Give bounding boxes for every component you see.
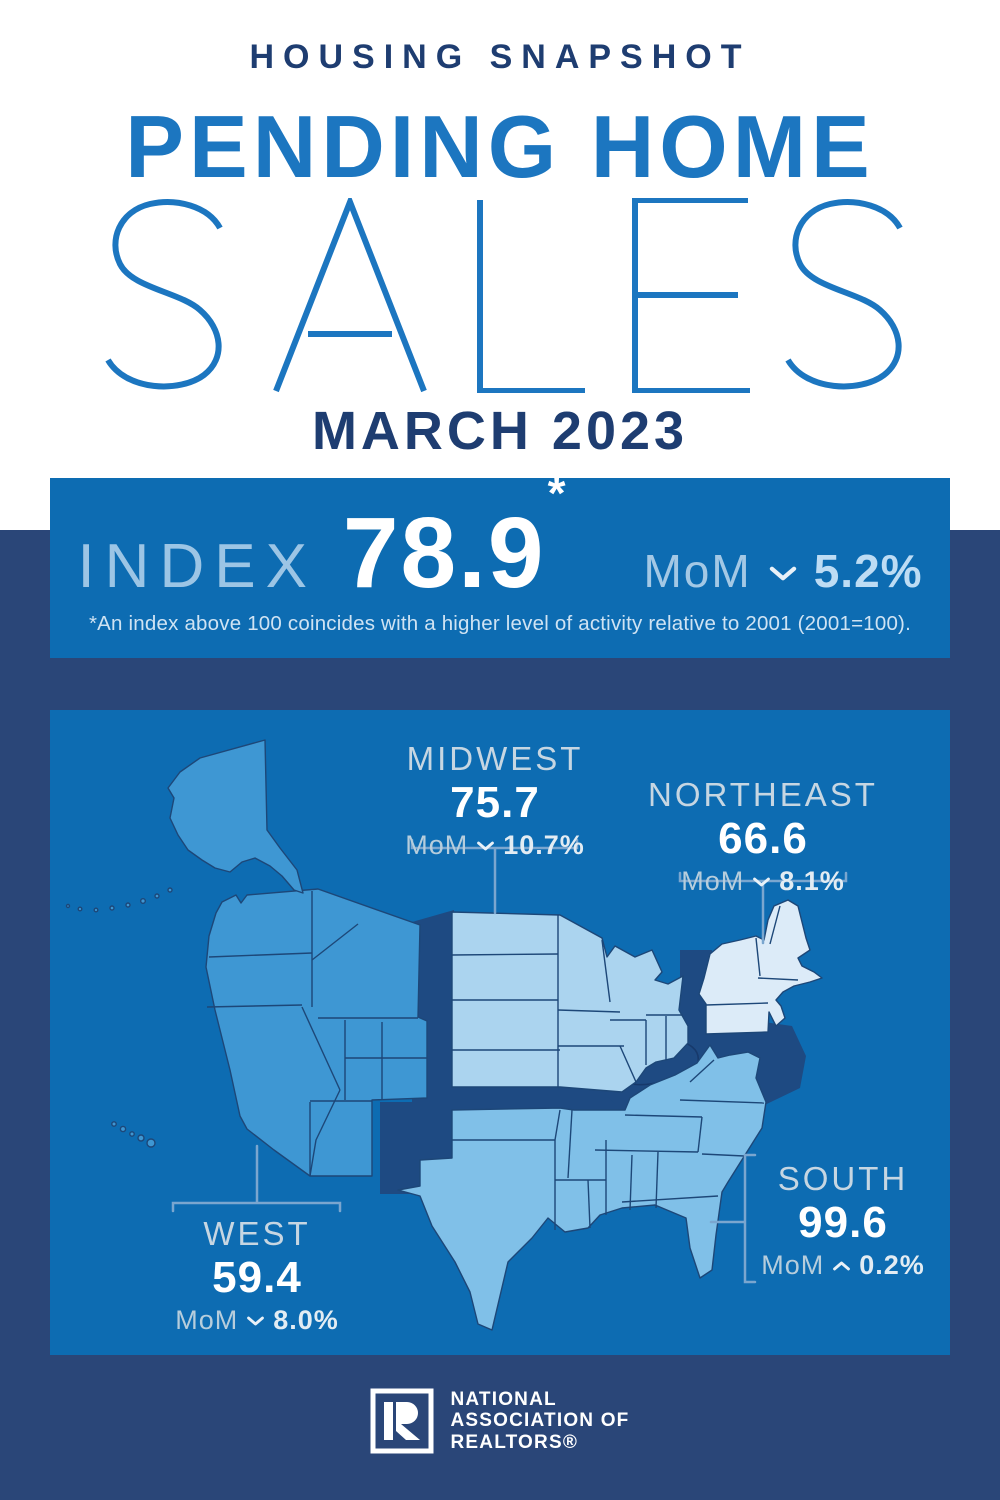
south-state-borders	[452, 1059, 765, 1230]
midwest-state-borders	[451, 915, 683, 1087]
nar-line1: NATIONAL	[450, 1388, 557, 1410]
aleutian-islands	[65, 887, 173, 913]
index-mom-value: 5.2%	[813, 545, 923, 597]
mom-direction-chevron-icon	[769, 566, 796, 581]
nar-line3: REALTORS®	[450, 1431, 579, 1453]
mom-label: MoM	[405, 830, 469, 860]
region-name: MIDWEST	[406, 740, 584, 777]
label-connectors	[171, 838, 848, 1284]
region-mom-row: MoM 8.0%	[107, 1305, 407, 1335]
northeast-state-borders	[705, 905, 799, 1006]
mom-direction-chevron-icon	[753, 877, 771, 887]
index-footnote: *An index above 100 coincides with a hig…	[89, 612, 911, 635]
region-name: SOUTH	[777, 1160, 909, 1197]
region-label-south: SOUTH 99.6 MoM 0.2%	[723, 1160, 963, 1280]
region-name: WEST	[203, 1215, 311, 1252]
region-mom-row: MoM 10.7%	[345, 830, 645, 860]
region-northeast	[698, 899, 823, 1035]
mom-value: 0.2%	[859, 1250, 925, 1280]
mom-label: MoM	[175, 1305, 239, 1335]
page-title-line2-sales	[80, 198, 920, 393]
south-bracket	[709, 1153, 757, 1284]
mom-value: 10.7%	[503, 830, 585, 860]
mom-label: MoM	[761, 1250, 825, 1280]
region-index-value: 99.6	[798, 1198, 888, 1247]
region-index-value: 59.4	[212, 1253, 302, 1302]
mom-direction-chevron-icon	[833, 1261, 851, 1271]
region-mom-row: MoM 8.1%	[613, 866, 913, 896]
region-label-midwest: MIDWEST 75.7 MoM 10.7%	[345, 740, 645, 860]
west-state-borders	[206, 891, 427, 1177]
index-asterisk: *	[547, 466, 568, 519]
sales-outline-lettering	[105, 198, 920, 393]
index-row: INDEX 78.9* MoM 5.2%	[50, 467, 950, 609]
index-label: INDEX	[77, 532, 317, 601]
mom-value: 8.0%	[273, 1305, 339, 1335]
west-bracket	[171, 1144, 342, 1213]
mom-label: MoM	[681, 866, 745, 896]
index-summary-panel: INDEX 78.9* MoM 5.2% *An index above 100…	[50, 467, 950, 658]
page-title-line1: PENDING HOME	[125, 97, 875, 196]
northeast-bracket	[678, 871, 848, 945]
report-date: MARCH 2023	[311, 401, 689, 461]
region-name: NORTHEAST	[648, 776, 878, 813]
region-midwest	[451, 911, 689, 1093]
region-south	[397, 1044, 767, 1331]
us-regions-map	[65, 739, 848, 1331]
region-mom-row: MoM 0.2%	[723, 1250, 963, 1280]
midwest-bracket	[410, 838, 579, 915]
region-label-west: WEST 59.4 MoM 8.0%	[107, 1215, 407, 1335]
mom-direction-chevron-icon	[477, 841, 495, 851]
mom-value: 8.1%	[779, 866, 845, 896]
index-value: 78.9*	[342, 466, 568, 609]
nar-line2: ASSOCIATION OF	[450, 1410, 630, 1432]
hawaii-islands	[111, 1121, 156, 1148]
nar-logo-icon	[370, 1388, 434, 1454]
region-index-value: 66.6	[718, 814, 808, 863]
regional-map-panel: MIDWEST 75.7 MoM 10.7% NORTHEAST 66.6 MoM…	[50, 710, 950, 1355]
nar-logo-text: NATIONAL ASSOCIATION OF REALTORS®	[450, 1389, 629, 1454]
region-label-northeast: NORTHEAST 66.6 MoM 8.1%	[613, 776, 913, 896]
kicker-title: HOUSING SNAPSHOT	[249, 38, 751, 76]
mom-direction-chevron-icon	[247, 1316, 265, 1326]
header-background	[0, 0, 1000, 530]
footer: NATIONAL ASSOCIATION OF REALTORS®	[0, 1388, 1000, 1454]
region-index-value: 75.7	[450, 778, 540, 827]
region-west	[65, 739, 428, 1177]
index-mom-label: MoM	[643, 545, 752, 597]
